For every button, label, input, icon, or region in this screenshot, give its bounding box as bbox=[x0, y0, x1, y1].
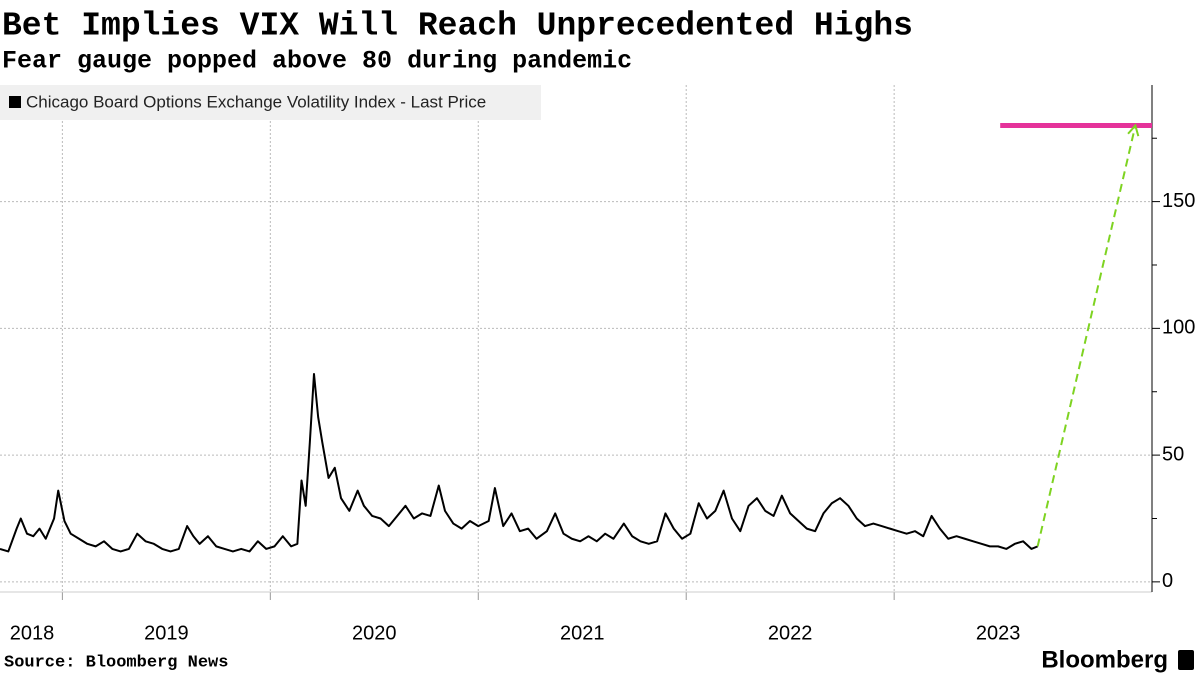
y-tick-label: 50 bbox=[1162, 443, 1184, 465]
logo: Bloomberg bbox=[1041, 646, 1168, 673]
arrowhead bbox=[1127, 123, 1140, 137]
y-tick-label: 0 bbox=[1162, 570, 1173, 592]
plot-area: 0 50 100 150 2018 2019 2020 2021 2022 2023 Chicago… bbox=[0, 85, 1195, 644]
chart-subtitle: Fear gauge popped above 80 during pandem… bbox=[2, 47, 632, 76]
legend-swatch bbox=[9, 96, 21, 108]
x-tick-label: 2021 bbox=[560, 622, 605, 644]
source: Source: Bloomberg News bbox=[4, 653, 228, 672]
y-tick-label: 150 bbox=[1162, 190, 1195, 212]
legend-label: Chicago Board Options Exchange Volatilit… bbox=[26, 92, 486, 111]
chart-title: Bet Implies VIX Will Reach Unprecedented… bbox=[2, 8, 913, 45]
x-tick-label: 2020 bbox=[352, 622, 397, 644]
series-line bbox=[0, 372, 1039, 553]
legend-background bbox=[0, 85, 541, 120]
projection-line bbox=[1036, 125, 1137, 547]
x-tick-label: 2022 bbox=[768, 622, 813, 644]
legend: Chicago Board Options Exchange Volatilit… bbox=[0, 85, 541, 120]
x-tick-label: 2019 bbox=[144, 622, 189, 644]
x-tick-label: 2018 bbox=[10, 622, 55, 644]
logo-icon bbox=[1178, 650, 1194, 670]
x-tick-label: 2023 bbox=[976, 622, 1021, 644]
y-tick-label: 100 bbox=[1162, 317, 1195, 339]
